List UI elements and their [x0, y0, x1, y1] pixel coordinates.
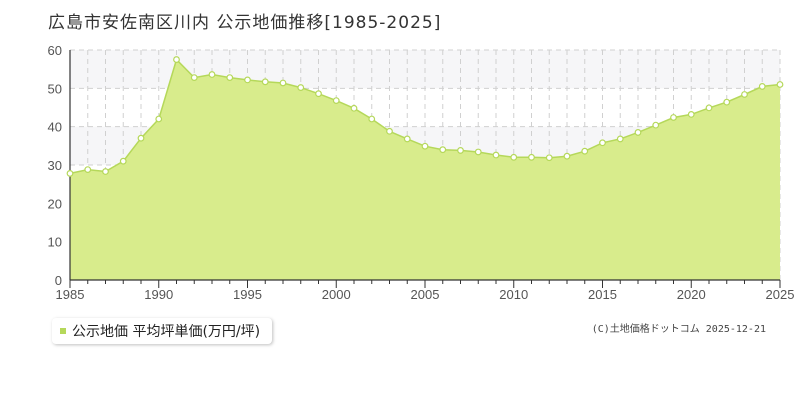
data-point: [279, 79, 287, 87]
y-tick-label: 60: [48, 43, 62, 58]
x-tick-label: 2000: [322, 287, 351, 302]
data-point: [670, 114, 677, 121]
data-point: [315, 90, 322, 98]
data-point: [563, 152, 571, 160]
data-point: [634, 129, 642, 136]
data-point: [528, 153, 535, 161]
y-tick-label: 0: [55, 273, 62, 288]
y-tick-label: 10: [48, 235, 62, 250]
legend-marker-icon: [60, 328, 66, 334]
data-point: [776, 81, 784, 88]
legend: 公示地価 平均坪単価(万円/坪): [52, 318, 273, 344]
data-point: [84, 166, 92, 174]
data-point: [758, 83, 766, 90]
data-point: [332, 97, 340, 104]
data-point: [190, 74, 198, 81]
data-point: [616, 135, 624, 143]
data-point: [226, 74, 234, 81]
data-point: [545, 154, 553, 162]
data-point: [421, 142, 429, 150]
data-point: [581, 147, 589, 155]
x-tick-label: 1995: [233, 287, 262, 302]
y-tick-label: 50: [48, 81, 62, 96]
chart-title: 広島市安佐南区川内 公示地価推移[1985-2025]: [48, 13, 442, 33]
data-point: [492, 151, 500, 159]
x-tick-label: 1990: [144, 287, 173, 302]
x-tick-label: 2020: [677, 287, 706, 302]
x-tick-label: 1985: [56, 287, 85, 302]
data-point: [368, 115, 376, 123]
data-point: [208, 71, 216, 78]
data-point: [173, 56, 180, 63]
x-tick-label: 2025: [766, 287, 795, 302]
data-point: [119, 157, 127, 165]
data-point: [457, 147, 464, 154]
data-point: [261, 78, 269, 86]
y-tick-label: 30: [48, 158, 62, 173]
y-tick-label: 20: [48, 196, 62, 211]
x-tick-label: 2005: [411, 287, 440, 302]
area-fill: [70, 59, 780, 280]
x-tick-label: 2010: [499, 287, 528, 302]
data-point: [723, 98, 731, 106]
data-point: [439, 146, 447, 154]
data-point: [102, 168, 109, 175]
y-tick-label: 40: [48, 120, 62, 135]
data-point: [741, 91, 748, 98]
credit-text: (C)土地価格ドットコム 2025-12-21: [591, 324, 766, 335]
x-tick-label: 2015: [588, 287, 617, 302]
data-point: [244, 76, 251, 84]
data-point: [652, 121, 660, 129]
data-point: [403, 135, 411, 143]
data-point: [386, 127, 393, 135]
data-point: [599, 139, 606, 147]
data-point: [137, 134, 145, 142]
legend-label: 公示地価 平均坪単価(万円/坪): [72, 324, 261, 340]
data-point: [705, 104, 713, 112]
data-point: [297, 84, 305, 91]
data-point: [350, 104, 358, 112]
data-point: [510, 153, 518, 161]
data-point: [155, 115, 163, 123]
data-point: [66, 170, 74, 177]
data-point: [687, 110, 695, 118]
data-point: [474, 148, 482, 156]
